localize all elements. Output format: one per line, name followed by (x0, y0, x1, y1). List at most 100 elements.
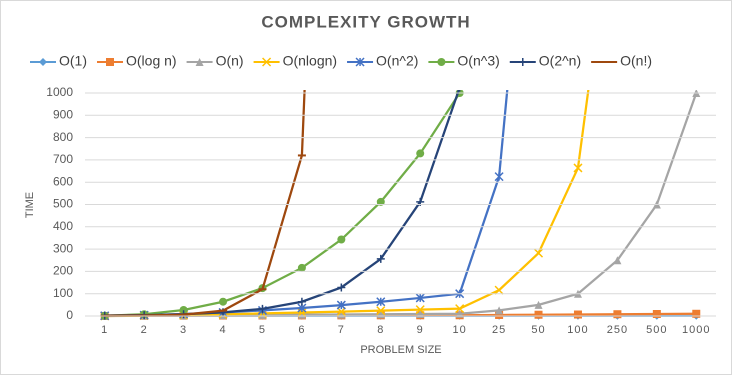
x-tick-label: 25 (492, 324, 506, 336)
marker-part (518, 58, 527, 66)
legend-item: O(n) (186, 53, 244, 69)
marker (495, 306, 504, 315)
marker (355, 57, 365, 67)
x-tick-label: 100 (567, 324, 588, 336)
marker (534, 310, 543, 319)
y-tick-label: 500 (53, 197, 73, 211)
marker (613, 256, 622, 265)
legend-label: O(n) (216, 53, 244, 69)
marker-part (458, 90, 461, 92)
y-tick-label: 900 (53, 107, 73, 121)
x-tick-label: 4 (219, 324, 226, 336)
legend-item: O(n^3) (428, 53, 500, 69)
x-tick-label: 6 (298, 324, 305, 336)
marker-part (494, 285, 504, 295)
marker-part (534, 248, 544, 258)
marker (297, 310, 306, 319)
legend-marker (518, 58, 527, 66)
marker (518, 58, 527, 66)
marker-part (336, 307, 346, 317)
marker-part (613, 310, 622, 319)
legend-label: O(2^n) (539, 53, 581, 69)
legend-item: O(n^2) (347, 53, 418, 69)
legend-label: O(log n) (126, 53, 177, 69)
y-tick-label: 300 (53, 241, 73, 255)
marker-part (39, 58, 47, 66)
legend-label: O(1) (59, 53, 87, 69)
marker (337, 235, 346, 244)
marker-part (376, 197, 385, 206)
y-tick-label: 700 (53, 152, 73, 166)
marker (258, 310, 267, 319)
marker (534, 248, 544, 258)
marker (415, 293, 425, 303)
legend-label: O(nlogn) (283, 53, 337, 69)
marker (613, 310, 622, 319)
marker-part (376, 297, 386, 307)
legend-item: O(n!) (591, 53, 652, 69)
legend-marker (106, 58, 114, 66)
legend-item: O(nlogn) (253, 53, 337, 69)
x-tick-label: 5 (259, 324, 266, 336)
marker-part (494, 172, 504, 182)
marker-part (573, 310, 582, 319)
marker-part (262, 57, 272, 67)
marker-part (376, 254, 385, 263)
marker (179, 305, 188, 314)
marker (573, 310, 582, 319)
y-tick-label: 800 (53, 130, 73, 144)
marker (297, 297, 306, 306)
marker (494, 285, 504, 295)
marker-part (613, 256, 622, 265)
marker (534, 300, 543, 309)
x-tick-label: 250 (607, 324, 628, 336)
marker-part (652, 309, 661, 318)
marker (106, 58, 114, 66)
marker-part (415, 305, 425, 315)
x-tick-label: 10 (453, 324, 467, 336)
y-tick-label: 0 (66, 308, 73, 322)
marker (458, 90, 461, 92)
marker (415, 305, 425, 315)
marker (337, 283, 346, 292)
legend-label: O(n!) (620, 53, 652, 69)
legend-marker (39, 58, 47, 66)
marker-part (297, 263, 306, 272)
marker-part (415, 293, 425, 303)
y-axis-title: TIME (24, 192, 36, 218)
marker (652, 309, 661, 318)
x-tick-label: 3 (180, 324, 187, 336)
marker-part (692, 309, 701, 318)
marker-part (355, 57, 365, 67)
marker-part (495, 306, 504, 315)
marker-part (258, 310, 267, 319)
marker (336, 307, 346, 317)
marker (455, 304, 465, 314)
legend-item: O(2^n) (509, 53, 581, 69)
marker-part (455, 304, 465, 314)
marker-part (495, 310, 504, 319)
marker (376, 297, 386, 307)
x-tick-label: 500 (646, 324, 667, 336)
marker (692, 309, 701, 318)
marker-part (337, 235, 346, 244)
marker-part (416, 149, 425, 158)
marker (219, 297, 228, 306)
marker (573, 163, 583, 173)
legend-label: O(n^3) (457, 53, 499, 69)
x-tick-label: 8 (377, 324, 384, 336)
marker-part (437, 58, 446, 66)
marker (495, 310, 504, 319)
marker-part (376, 306, 386, 316)
chart-title: COMPLEXITY GROWTH (261, 12, 470, 31)
marker-part (336, 300, 346, 310)
marker (258, 304, 267, 313)
marker-part (195, 58, 204, 66)
x-tick-label: 9 (417, 324, 424, 336)
marker-part (297, 310, 306, 319)
marker (376, 197, 385, 206)
marker-part (258, 304, 267, 313)
legend-item: O(1) (30, 53, 87, 69)
marker-part (106, 58, 114, 66)
